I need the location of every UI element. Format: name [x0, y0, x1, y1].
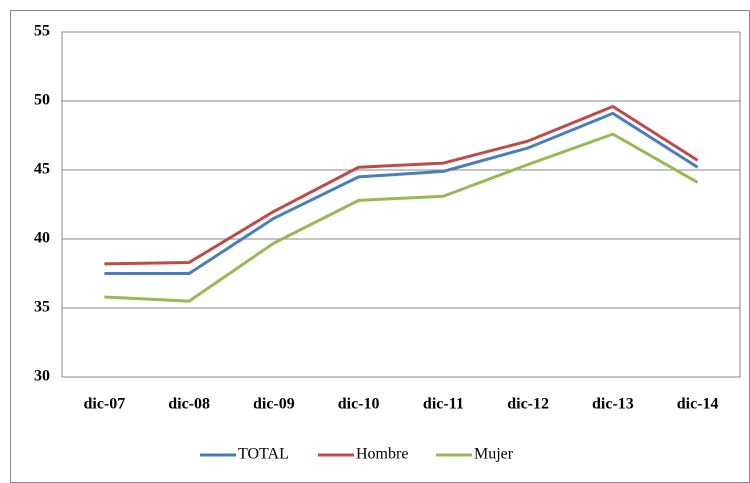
legend-label: Mujer — [474, 446, 514, 463]
x-tick-label: dic-08 — [168, 396, 210, 413]
x-tick-label: dic-11 — [423, 396, 464, 413]
legend-label: TOTAL — [238, 446, 289, 463]
x-tick-label: dic-09 — [253, 396, 295, 413]
legend-label: Hombre — [356, 446, 408, 463]
x-tick-label: dic-07 — [83, 396, 125, 413]
y-tick-label: 30 — [34, 368, 50, 385]
x-tick-label: dic-14 — [677, 396, 719, 413]
series-line — [104, 105, 699, 266]
y-tick-label: 40 — [34, 230, 50, 247]
y-tick-label: 45 — [34, 161, 50, 178]
x-tick-label: dic-10 — [338, 396, 380, 413]
series-line — [104, 132, 699, 303]
x-tick-label: dic-12 — [507, 396, 549, 413]
chart-border — [10, 10, 750, 483]
y-tick-label: 50 — [34, 92, 50, 109]
y-tick-label: 55 — [34, 23, 50, 40]
y-tick-label: 35 — [34, 299, 50, 316]
x-tick-label: dic-13 — [592, 396, 634, 413]
series-line — [104, 111, 699, 275]
